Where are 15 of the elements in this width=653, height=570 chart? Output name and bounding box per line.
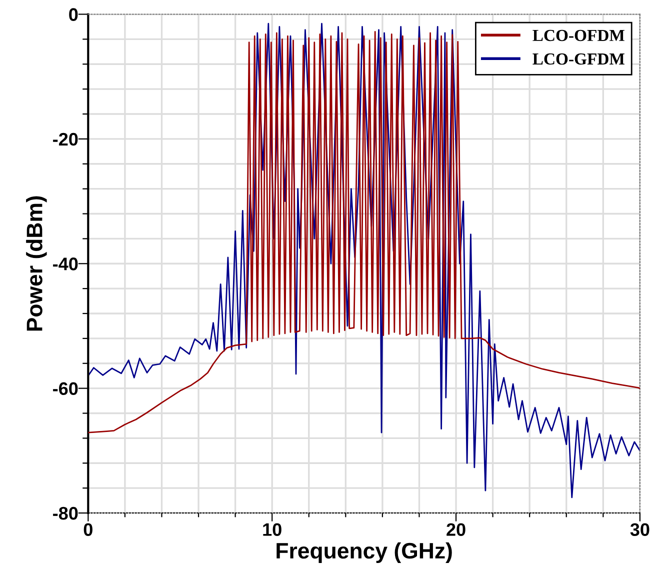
x-axis-title: Frequency (GHz): [276, 542, 452, 564]
legend-label: LCO-GFDM: [532, 53, 624, 65]
x-tick-label: 0: [84, 523, 92, 536]
x-tick-label: 30: [630, 523, 650, 536]
line-series: [88, 22, 640, 498]
line-series: [88, 31, 640, 434]
y-tick-label: -40: [53, 258, 78, 270]
y-tick-label: -20: [53, 132, 78, 146]
x-tick-label: 10: [263, 523, 282, 536]
y-tick-label: -60: [53, 382, 78, 396]
y-tick-label: -80: [53, 506, 78, 520]
x-tick-label: 20: [446, 523, 466, 536]
y-tick-label: 0: [69, 8, 78, 21]
legend-label: LCO-OFDM: [532, 30, 624, 42]
y-axis-title: Power (dBm): [26, 196, 47, 331]
